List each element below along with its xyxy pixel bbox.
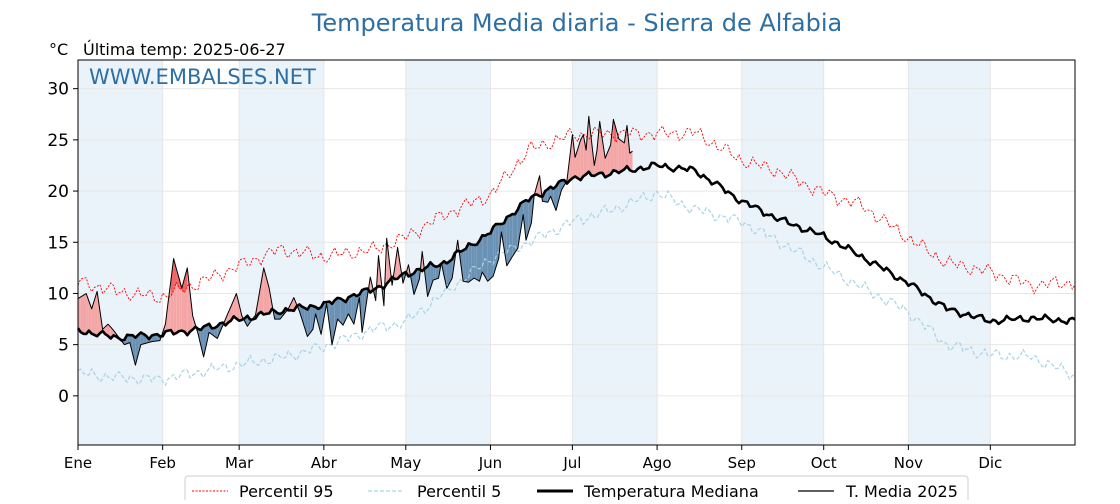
below-median-fill: [471, 245, 474, 281]
above-median-fill: [619, 139, 622, 173]
month-band: [908, 60, 990, 445]
axes: 0 5 10 15 20 25 30 Ene Feb Mar Abr May Jun Jul Ago Sep O…: [47, 80, 1002, 472]
x-tick-label: Nov: [894, 454, 923, 472]
y-tick-label: 15: [47, 233, 69, 253]
unit-label: °C: [49, 40, 68, 59]
month-band: [742, 60, 824, 445]
x-tick-label: Sep: [728, 454, 756, 472]
x-tick-label: Mar: [225, 454, 254, 472]
legend-label: Percentil 95: [239, 482, 334, 500]
x-tick-label: Abr: [311, 454, 338, 472]
y-tick-label: 10: [47, 284, 69, 304]
below-median-fill: [510, 214, 513, 261]
x-tick-label: Jul: [562, 454, 581, 472]
x-tick-label: Ene: [64, 454, 92, 472]
y-tick-label: 25: [47, 131, 69, 151]
below-median-fill: [485, 234, 488, 281]
watermark: WWW.EMBALSES.NET: [89, 65, 316, 89]
below-median-fill: [512, 214, 515, 257]
month-band: [239, 60, 324, 445]
month-band: [78, 60, 163, 445]
below-median-fill: [488, 234, 491, 282]
above-median-fill: [81, 295, 84, 334]
x-tick-label: Oct: [811, 454, 837, 472]
x-tick-label: May: [390, 454, 421, 472]
month-band: [572, 60, 657, 445]
above-median-fill: [622, 141, 625, 171]
below-median-fill: [482, 235, 485, 276]
legend-label: Temperatura Mediana: [583, 482, 759, 500]
below-median-fill: [463, 249, 466, 282]
legend-label: Percentil 5: [417, 482, 501, 500]
legend-label: T. Media 2025: [845, 482, 958, 500]
below-median-fill: [507, 216, 510, 266]
below-median-fill: [515, 210, 518, 253]
below-median-fill: [436, 266, 439, 279]
x-tick-label: Dic: [978, 454, 1002, 472]
y-tick-label: 5: [58, 336, 69, 356]
chart-title: Temperatura Media diaria - Sierra de Alf…: [311, 9, 842, 37]
below-median-fill: [474, 245, 477, 280]
above-median-fill: [84, 294, 87, 335]
legend: Percentil 95 Percentil 5 Temperatura Media…: [185, 476, 968, 500]
below-median-fill: [340, 298, 343, 325]
below-median-fill: [338, 298, 341, 322]
y-tick-label: 30: [47, 80, 69, 100]
y-tick-label: 20: [47, 182, 69, 202]
x-tick-label: Ago: [643, 454, 672, 472]
x-tick-label: Feb: [149, 454, 176, 472]
y-tick-label: 0: [58, 387, 69, 407]
above-median-fill: [581, 135, 584, 180]
below-median-fill: [477, 241, 480, 282]
x-tick-label: Jun: [478, 454, 502, 472]
last-temp-label: Última temp: 2025-06-27: [83, 40, 286, 59]
